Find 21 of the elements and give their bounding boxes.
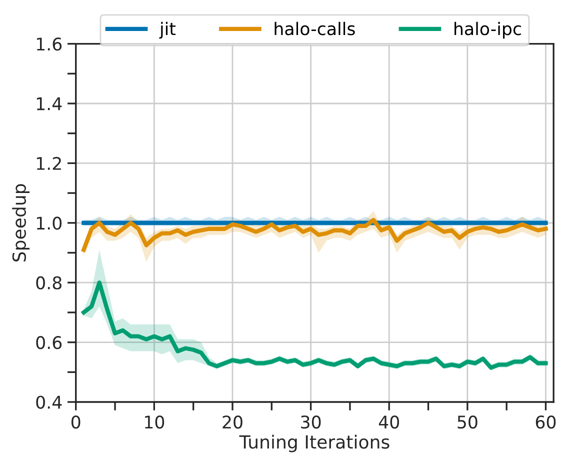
x-tick-label: 0 xyxy=(71,415,80,429)
y-tick-label: 1.2 xyxy=(36,156,61,170)
line-series xyxy=(82,280,548,370)
y-tick-label: 1.4 xyxy=(36,97,62,110)
y-tick-label: 1.0 xyxy=(36,216,62,230)
x-tick-label: 50 xyxy=(458,415,478,429)
x-tick-label: 20 xyxy=(222,415,242,429)
legend-label: halo-ipc xyxy=(454,22,521,39)
y-tick-label: 0.4 xyxy=(36,396,62,409)
y-tick-label: 1.6 xyxy=(36,38,62,51)
x-tick-label: 30 xyxy=(301,415,321,429)
x-tick-label: 10 xyxy=(145,415,164,429)
legend-label: halo-calls xyxy=(274,22,355,36)
x-axis-title: Tuning Iterations xyxy=(239,434,390,452)
y-tick-label: 0.8 xyxy=(36,276,62,290)
y-tick-label: 0.6 xyxy=(36,336,62,350)
legend-label: jit xyxy=(159,22,176,39)
y-axis-title: Speedup xyxy=(12,184,30,262)
x-tick-label: 40 xyxy=(378,415,400,429)
x-tick-label: 60 xyxy=(536,415,556,429)
line-series xyxy=(82,218,548,252)
